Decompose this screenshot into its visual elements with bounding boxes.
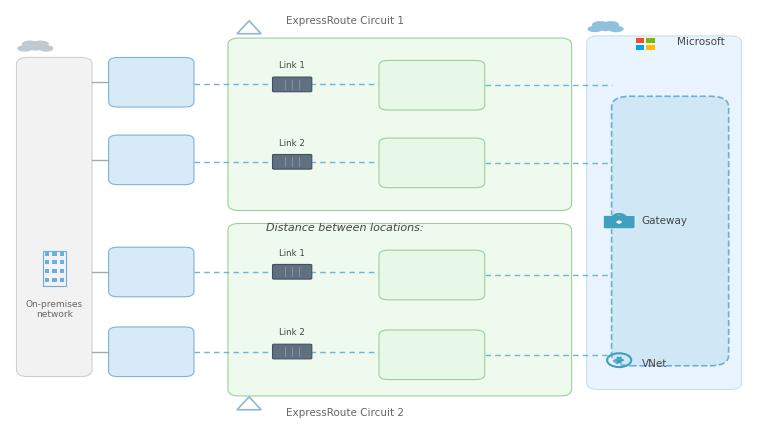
Circle shape bbox=[616, 220, 622, 224]
FancyBboxPatch shape bbox=[647, 39, 655, 43]
Text: Link 1: Link 1 bbox=[279, 61, 305, 70]
Text: Link 2: Link 2 bbox=[279, 139, 305, 148]
Ellipse shape bbox=[27, 43, 45, 50]
FancyBboxPatch shape bbox=[108, 135, 194, 184]
Text: Customers /
Partners Edge: Customers / Partners Edge bbox=[121, 262, 181, 282]
FancyBboxPatch shape bbox=[60, 260, 64, 264]
FancyBboxPatch shape bbox=[60, 252, 64, 256]
FancyBboxPatch shape bbox=[45, 260, 49, 264]
Text: Link 1: Link 1 bbox=[279, 249, 305, 258]
Ellipse shape bbox=[33, 40, 49, 48]
FancyBboxPatch shape bbox=[647, 45, 655, 49]
Text: Microsoft
Enterprise Edge 1: Microsoft Enterprise Edge 1 bbox=[393, 76, 471, 95]
FancyBboxPatch shape bbox=[52, 269, 57, 273]
Text: VNet: VNet bbox=[642, 358, 667, 368]
FancyBboxPatch shape bbox=[17, 57, 92, 377]
FancyBboxPatch shape bbox=[603, 215, 635, 229]
FancyBboxPatch shape bbox=[52, 260, 57, 264]
Text: On-premises
network: On-premises network bbox=[26, 300, 83, 319]
FancyBboxPatch shape bbox=[45, 278, 49, 282]
Text: Distance between locations:: Distance between locations: bbox=[266, 223, 424, 233]
Ellipse shape bbox=[592, 21, 609, 28]
FancyBboxPatch shape bbox=[636, 39, 644, 43]
Ellipse shape bbox=[17, 45, 33, 52]
FancyBboxPatch shape bbox=[52, 252, 57, 256]
FancyBboxPatch shape bbox=[228, 38, 572, 210]
Ellipse shape bbox=[609, 26, 624, 32]
Ellipse shape bbox=[587, 26, 603, 32]
FancyBboxPatch shape bbox=[273, 264, 312, 279]
Text: ExpressRoute Circuit 1: ExpressRoute Circuit 1 bbox=[286, 16, 404, 26]
Text: Customers /
Partners Edge: Customers / Partners Edge bbox=[121, 342, 181, 362]
Text: Microsoft
Enterprise Edge 2: Microsoft Enterprise Edge 2 bbox=[393, 153, 471, 173]
FancyBboxPatch shape bbox=[45, 252, 49, 256]
Ellipse shape bbox=[39, 45, 54, 52]
Text: Customers /
Partners Edge: Customers / Partners Edge bbox=[121, 150, 181, 170]
FancyBboxPatch shape bbox=[612, 96, 728, 366]
Text: Microsoft
Enterprise Edge 1: Microsoft Enterprise Edge 1 bbox=[393, 265, 471, 285]
FancyBboxPatch shape bbox=[52, 278, 57, 282]
FancyBboxPatch shape bbox=[379, 138, 484, 187]
FancyBboxPatch shape bbox=[636, 45, 644, 49]
FancyBboxPatch shape bbox=[379, 250, 484, 300]
FancyBboxPatch shape bbox=[108, 57, 194, 107]
FancyBboxPatch shape bbox=[108, 247, 194, 297]
FancyBboxPatch shape bbox=[379, 60, 484, 110]
FancyBboxPatch shape bbox=[273, 155, 312, 169]
Ellipse shape bbox=[22, 40, 39, 48]
Text: ExpressRoute Circuit 2: ExpressRoute Circuit 2 bbox=[286, 408, 404, 418]
FancyBboxPatch shape bbox=[45, 269, 49, 273]
FancyBboxPatch shape bbox=[228, 224, 572, 396]
FancyBboxPatch shape bbox=[60, 269, 64, 273]
Ellipse shape bbox=[597, 23, 615, 31]
FancyBboxPatch shape bbox=[108, 327, 194, 377]
Ellipse shape bbox=[603, 21, 619, 28]
Text: Link 2: Link 2 bbox=[279, 329, 305, 338]
FancyBboxPatch shape bbox=[379, 330, 484, 380]
FancyBboxPatch shape bbox=[273, 77, 312, 92]
FancyBboxPatch shape bbox=[273, 344, 312, 359]
Text: Gateway: Gateway bbox=[642, 216, 688, 226]
FancyBboxPatch shape bbox=[60, 278, 64, 282]
Text: Microsoft
Enterprise Edge 2: Microsoft Enterprise Edge 2 bbox=[393, 345, 471, 365]
FancyBboxPatch shape bbox=[587, 36, 741, 389]
Text: Microsoft: Microsoft bbox=[678, 37, 725, 47]
Text: Customers /
Partners Edge: Customers / Partners Edge bbox=[121, 72, 181, 92]
